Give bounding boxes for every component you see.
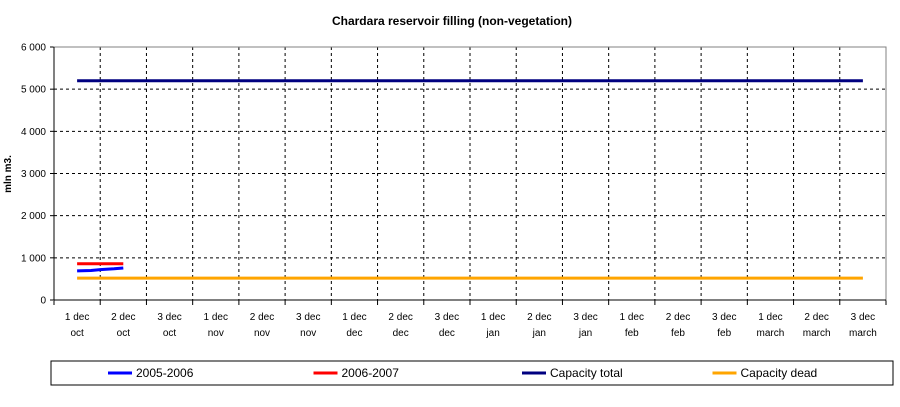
x-tick-label: 3 dec <box>851 312 875 323</box>
x-tick-label: 2 dec <box>804 312 828 323</box>
x-tick-label: dec <box>393 328 409 339</box>
x-tick-label: 3 dec <box>435 312 459 323</box>
x-tick-label: march <box>757 328 785 339</box>
legend-label-capacity-dead: Capacity dead <box>741 366 818 380</box>
x-tick-label: jan <box>485 328 499 339</box>
plot-area: 0 1 000 2 000 3 000 4 000 5 000 6 000 1 dec oct 2… <box>21 43 887 339</box>
x-tick-label: 2 dec <box>250 312 274 323</box>
x-tick-label: 3 dec <box>712 312 736 323</box>
x-tick-label: 1 dec <box>342 312 366 323</box>
x-tick-label: feb <box>671 328 685 339</box>
y-tick-label: 1 000 <box>21 253 46 264</box>
x-tick-label: march <box>803 328 831 339</box>
x-tick-label: jan <box>532 328 546 339</box>
x-tick-label: 1 dec <box>204 312 228 323</box>
chart-title: Chardara reservoir filling (non-vegetati… <box>332 14 572 28</box>
y-tick-label: 2 000 <box>21 211 46 222</box>
y-tick-label: 0 <box>40 296 46 307</box>
x-tick-label: march <box>849 328 877 339</box>
y-tick-label: 3 000 <box>21 169 46 180</box>
x-tick-label: oct <box>70 328 84 339</box>
x-tick-label: 3 dec <box>157 312 181 323</box>
legend-label-2005-2006: 2005-2006 <box>136 366 194 380</box>
legend-label-capacity-total: Capacity total <box>550 366 623 380</box>
x-tick-label: nov <box>254 328 270 339</box>
x-tick-label: jan <box>578 328 592 339</box>
x-tick-label: 1 dec <box>758 312 782 323</box>
x-tick-label: nov <box>300 328 316 339</box>
x-tick-label: 1 dec <box>620 312 644 323</box>
y-tick-label: 5 000 <box>21 85 46 96</box>
x-tick-label: feb <box>625 328 639 339</box>
legend-box <box>50 360 894 386</box>
legend: 2005-2006 2006-2007 Capacity total Capacity… <box>50 360 894 386</box>
x-tick-label: 3 dec <box>573 312 597 323</box>
x-tick-label: 1 dec <box>481 312 505 323</box>
x-tick-label: dec <box>346 328 362 339</box>
x-tick-label: oct <box>117 328 131 339</box>
series-line-2005-2006 <box>77 266 124 273</box>
x-tick-label: 3 dec <box>296 312 320 323</box>
x-tick-label: 1 dec <box>65 312 89 323</box>
y-axis-label: mln m3. <box>3 155 14 193</box>
x-tick-label: 2 dec <box>388 312 412 323</box>
legend-label-2006-2007: 2006-2007 <box>342 366 400 380</box>
x-tick-label: oct <box>163 328 177 339</box>
x-tick-label: 2 dec <box>666 312 690 323</box>
x-tick-label: feb <box>717 328 731 339</box>
x-tick-label: dec <box>439 328 455 339</box>
x-tick-label: nov <box>208 328 224 339</box>
y-tick-label: 4 000 <box>21 127 46 138</box>
x-tick-label: 2 dec <box>111 312 135 323</box>
y-tick-label: 6 000 <box>21 43 46 54</box>
x-tick-label: 2 dec <box>527 312 551 323</box>
